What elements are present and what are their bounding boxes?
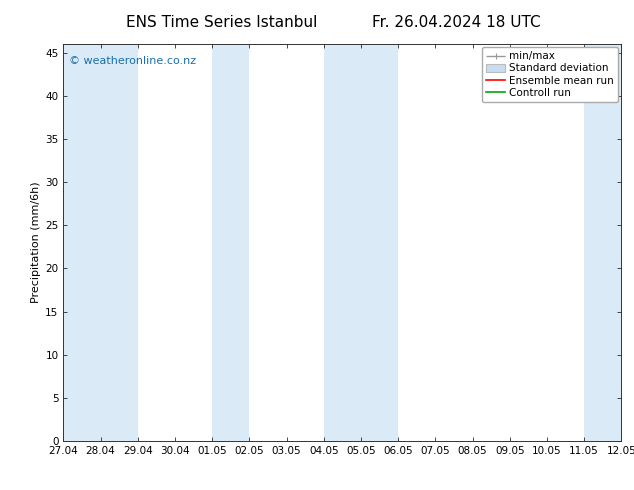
Text: Fr. 26.04.2024 18 UTC: Fr. 26.04.2024 18 UTC	[372, 15, 541, 30]
Bar	[212, 44, 249, 441]
Bar	[324, 44, 398, 441]
Y-axis label: Precipitation (mm/6h): Precipitation (mm/6h)	[31, 182, 41, 303]
Legend: min/max, Standard deviation, Ensemble mean run, Controll run: min/max, Standard deviation, Ensemble me…	[482, 47, 618, 102]
Bar	[63, 44, 138, 441]
Text: ENS Time Series Istanbul: ENS Time Series Istanbul	[126, 15, 318, 30]
Text: © weatheronline.co.nz: © weatheronline.co.nz	[69, 56, 196, 66]
Bar	[584, 44, 621, 441]
